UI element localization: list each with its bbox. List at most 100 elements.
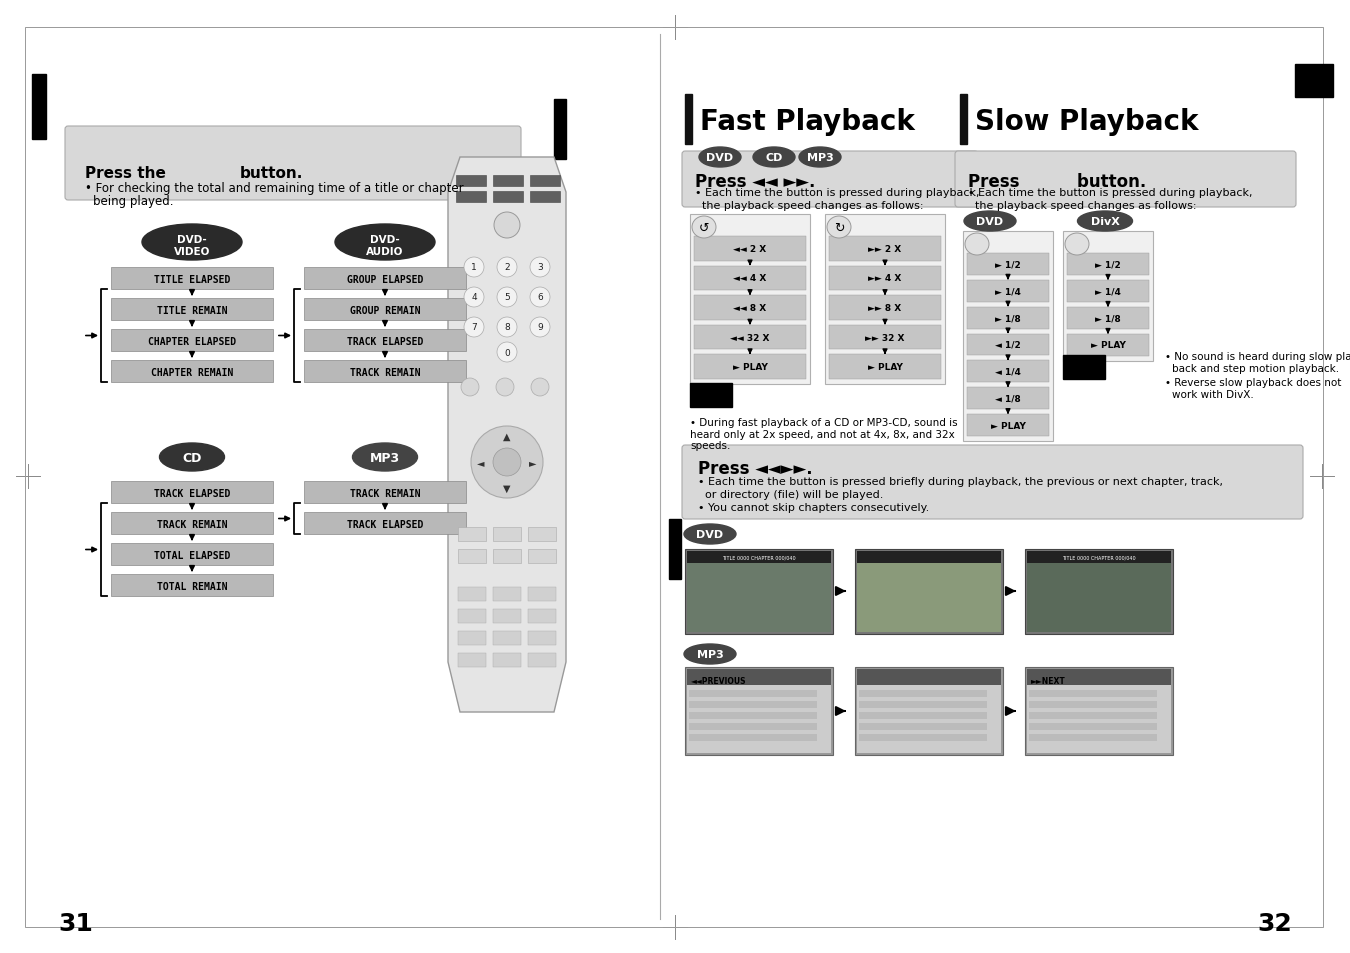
Ellipse shape	[352, 443, 417, 472]
Text: • You cannot skip chapters consecutively.: • You cannot skip chapters consecutively…	[698, 502, 929, 513]
Bar	[458, 527, 486, 541]
Bar	[967, 253, 1049, 275]
Bar	[694, 295, 806, 320]
Bar	[1025, 550, 1173, 635]
Bar	[829, 326, 941, 350]
Bar	[687, 685, 832, 753]
Ellipse shape	[464, 288, 485, 308]
Ellipse shape	[965, 233, 990, 255]
Text: 5: 5	[504, 294, 510, 302]
Bar	[1029, 690, 1157, 698]
Bar	[458, 609, 486, 623]
Text: back and step motion playback.: back and step motion playback.	[1172, 364, 1339, 374]
Bar	[690, 214, 810, 385]
Text: Press ◄◄ ►►.: Press ◄◄ ►►.	[695, 172, 815, 191]
Bar	[825, 214, 945, 385]
Text: • During fast playback of a CD or MP3-CD, sound is
heard only at 2x speed, and n: • During fast playback of a CD or MP3-CD…	[690, 417, 957, 451]
Bar	[694, 355, 806, 379]
Bar	[456, 192, 486, 203]
Text: ↻: ↻	[834, 221, 844, 234]
Text: • Each time the button is pressed during playback,: • Each time the button is pressed during…	[968, 188, 1253, 198]
Bar	[493, 175, 522, 187]
Text: 1: 1	[471, 263, 477, 273]
Ellipse shape	[494, 213, 520, 239]
Text: 0: 0	[504, 348, 510, 357]
Bar	[458, 631, 486, 645]
Text: TRACK ELAPSED: TRACK ELAPSED	[347, 519, 423, 530]
Bar	[1029, 734, 1157, 741]
Bar	[684, 550, 833, 635]
Bar	[688, 734, 817, 741]
Bar	[688, 690, 817, 698]
Bar	[1027, 563, 1170, 633]
Text: ► PLAY: ► PLAY	[991, 421, 1026, 430]
Bar	[531, 175, 560, 187]
Text: 3: 3	[537, 263, 543, 273]
Bar	[304, 513, 466, 535]
Text: Press the: Press the	[85, 166, 166, 181]
Text: TRACK ELAPSED: TRACK ELAPSED	[154, 489, 231, 498]
Text: ◄ 1/2: ◄ 1/2	[995, 340, 1021, 350]
Text: 2: 2	[504, 263, 510, 273]
Text: DVD: DVD	[976, 216, 1003, 227]
Bar	[111, 360, 273, 382]
Bar	[967, 361, 1049, 383]
Bar	[1029, 723, 1157, 730]
Bar	[859, 690, 987, 698]
Text: ► PLAY: ► PLAY	[733, 363, 767, 372]
Bar	[528, 587, 556, 601]
Bar	[554, 100, 566, 160]
Text: TRACK REMAIN: TRACK REMAIN	[350, 368, 420, 377]
Ellipse shape	[531, 378, 549, 396]
Text: • Each time the button is pressed briefly during playback, the previous or next : • Each time the button is pressed briefl…	[698, 476, 1223, 486]
Text: ►► 32 X: ►► 32 X	[865, 334, 904, 342]
Bar	[690, 384, 732, 408]
Bar	[1062, 355, 1106, 379]
Ellipse shape	[497, 317, 517, 337]
Bar	[304, 481, 466, 503]
Bar	[967, 335, 1049, 356]
Bar	[111, 481, 273, 503]
Bar	[528, 609, 556, 623]
Text: 8: 8	[504, 323, 510, 333]
Text: TRACK ELAPSED: TRACK ELAPSED	[347, 336, 423, 347]
Text: DVD: DVD	[697, 530, 724, 539]
Text: ↺: ↺	[699, 221, 709, 234]
Bar	[1062, 232, 1153, 361]
Text: ◄: ◄	[478, 457, 485, 468]
Bar	[857, 669, 1000, 685]
Text: work with DivX.: work with DivX.	[1172, 390, 1254, 399]
Text: Press ◄◄►►.: Press ◄◄►►.	[698, 459, 813, 477]
Bar	[967, 415, 1049, 436]
Bar	[111, 575, 273, 597]
Text: 7: 7	[471, 323, 477, 333]
Text: TOTAL ELAPSED: TOTAL ELAPSED	[154, 551, 231, 560]
Text: ► 1/2: ► 1/2	[995, 260, 1021, 269]
Text: ◄ 1/4: ◄ 1/4	[995, 368, 1021, 376]
Bar	[670, 519, 680, 579]
Text: CD: CD	[765, 152, 783, 163]
Ellipse shape	[497, 288, 517, 308]
Text: CHAPTER REMAIN: CHAPTER REMAIN	[151, 368, 234, 377]
Text: MP3: MP3	[697, 649, 724, 659]
Bar	[967, 388, 1049, 410]
Text: GROUP ELAPSED: GROUP ELAPSED	[347, 274, 423, 285]
FancyBboxPatch shape	[65, 127, 521, 201]
Text: DVD-
AUDIO: DVD- AUDIO	[366, 234, 404, 257]
Text: GROUP REMAIN: GROUP REMAIN	[350, 306, 420, 315]
Ellipse shape	[464, 317, 485, 337]
Bar	[458, 654, 486, 667]
Ellipse shape	[753, 148, 795, 168]
Text: 31: 31	[58, 911, 93, 935]
Text: the playback speed changes as follows:: the playback speed changes as follows:	[695, 201, 923, 211]
Ellipse shape	[495, 378, 514, 396]
Text: CD: CD	[182, 452, 201, 465]
Bar	[687, 552, 832, 563]
Bar	[528, 631, 556, 645]
Bar	[304, 330, 466, 352]
Bar	[493, 527, 521, 541]
FancyBboxPatch shape	[954, 152, 1296, 208]
Text: • Each time the button is pressed during playback,: • Each time the button is pressed during…	[695, 188, 980, 198]
Bar	[528, 550, 556, 563]
Ellipse shape	[531, 317, 549, 337]
